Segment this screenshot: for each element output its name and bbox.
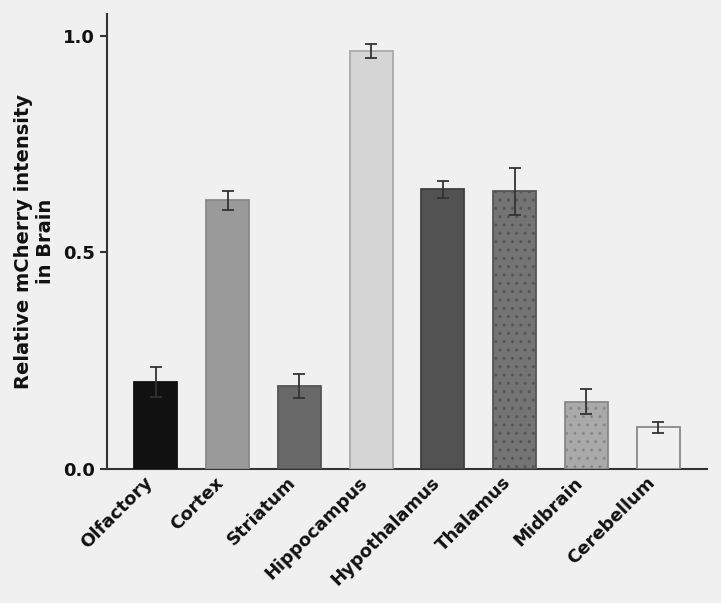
Bar bbox=[134, 382, 177, 469]
Bar bbox=[278, 387, 321, 469]
Bar bbox=[350, 51, 393, 469]
Bar bbox=[493, 192, 536, 469]
Y-axis label: Relative mCherry intensity
in Brain: Relative mCherry intensity in Brain bbox=[14, 93, 55, 389]
Bar bbox=[637, 428, 680, 469]
Bar bbox=[421, 189, 464, 469]
Bar bbox=[565, 402, 608, 469]
Bar bbox=[206, 200, 249, 469]
